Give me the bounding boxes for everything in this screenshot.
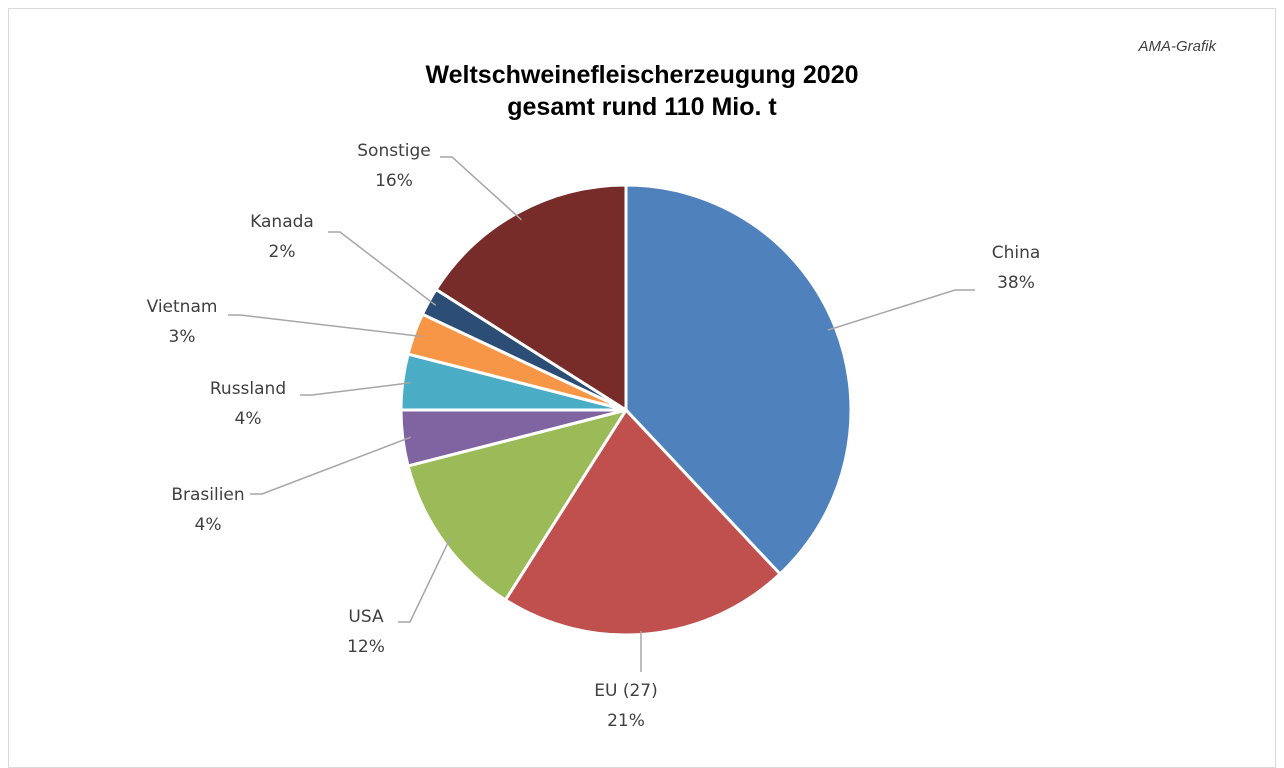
chart-credit: AMA-Grafik	[1138, 38, 1216, 55]
slice-label: Kanada	[250, 212, 314, 232]
slice-label: Sonstige	[357, 141, 430, 161]
slice-value-label: 4%	[195, 515, 222, 535]
chart-title-line-1: Weltschweinefleischerzeugung 2020	[425, 61, 859, 89]
slice-label: USA	[348, 607, 384, 627]
slice-label: Russland	[210, 379, 286, 399]
slice-value-label: 2%	[269, 242, 296, 262]
slice-value-label: 12%	[347, 637, 385, 657]
leader-line	[440, 156, 522, 221]
slice-label: China	[992, 243, 1041, 263]
leader-line	[398, 537, 452, 623]
slice-value-label: 4%	[235, 409, 262, 429]
leader-line	[827, 289, 975, 331]
pie-slice-sonstige	[434, 183, 628, 412]
leader-line	[328, 231, 437, 307]
slice-value-label: 38%	[997, 273, 1035, 293]
pie-slice-eu-27	[503, 408, 782, 637]
chart-title-line-2: gesamt rund 110 Mio. t	[507, 93, 777, 121]
slice-value-label: 21%	[607, 711, 645, 731]
leader-line	[250, 436, 411, 495]
slice-label: Vietnam	[147, 297, 218, 317]
slice-value-label: 3%	[169, 327, 196, 347]
leader-line	[228, 314, 422, 338]
pie-slice-usa	[406, 408, 628, 602]
slice-value-label: 16%	[375, 171, 413, 191]
slice-label: EU (27)	[594, 681, 657, 701]
leader-line	[300, 382, 411, 396]
slice-label: Brasilien	[171, 485, 244, 505]
